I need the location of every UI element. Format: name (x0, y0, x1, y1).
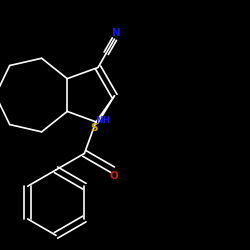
Text: NH: NH (95, 116, 110, 126)
Text: S: S (90, 123, 98, 133)
Text: N: N (112, 28, 120, 38)
Text: O: O (109, 171, 118, 181)
